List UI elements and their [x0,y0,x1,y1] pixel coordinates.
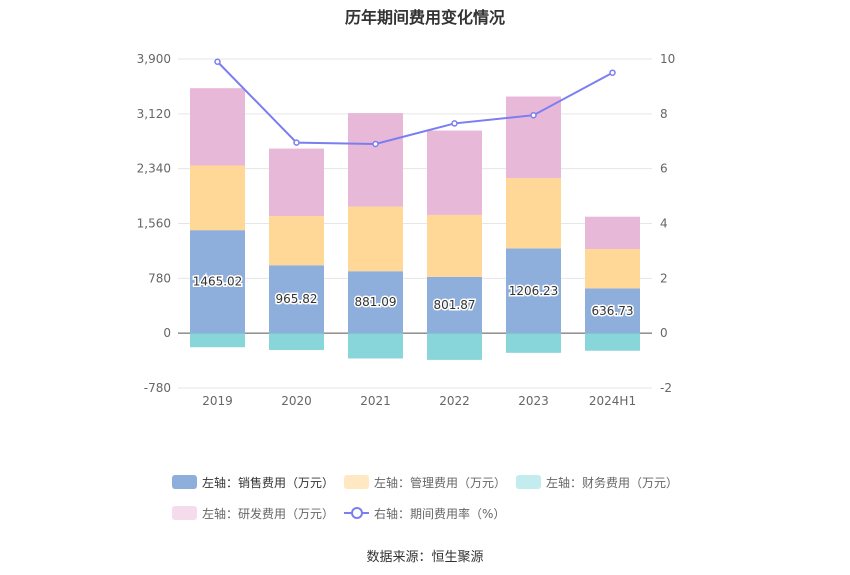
bar-data-label: 1465.02 [193,275,243,289]
y-left-tick-label: 2,340 [137,162,171,176]
rate-line [216,61,613,145]
y-left-tick-label: 0 [163,326,171,340]
bar-rnd [348,113,403,207]
bar-rnd [269,148,324,217]
bar-data-label: 801.87 [434,298,476,312]
y-left-tick-label: 780 [148,271,171,285]
legend-swatch-rnd [172,506,197,520]
bar-finance [348,333,403,359]
legend-item-sales[interactable]: 左轴：销售费用（万元） [172,474,344,491]
bar-finance [585,333,640,351]
legend-swatch-admin [344,475,369,489]
y-left-tick-label: 1,560 [137,217,171,231]
chart-title: 历年期间费用变化情况 [344,8,505,27]
x-tick-label: 2022 [439,394,470,408]
y-left-tick-label: -780 [144,381,171,395]
legend-swatch-sales [172,475,197,489]
x-tick-label: 2020 [281,394,312,408]
legend-label-rnd: 左轴：研发费用（万元） [202,506,335,521]
bar-finance [269,333,324,351]
data-source: 数据来源：恒生聚源 [366,550,484,565]
y-left-tick-label: 3,900 [137,52,171,66]
y-right-tick-label: 10 [660,52,675,66]
bar-sales [585,288,640,334]
bar-rnd [190,88,245,166]
bar-admin [348,206,403,272]
bar-rnd [427,130,482,215]
legend-item-finance[interactable]: 左轴：财务费用（万元） [516,474,688,491]
y-right-tick-label: 0 [660,326,668,340]
legend-label-admin: 左轴：管理费用（万元） [374,475,507,490]
legend-item-admin[interactable]: 左轴：管理费用（万元） [344,474,516,491]
y-right-tick-label: 4 [660,217,668,231]
bar-data-label: 1206.23 [509,284,559,298]
x-tick-label: 2021 [360,394,391,408]
legend-item-rnd[interactable]: 左轴：研发费用（万元） [172,505,344,522]
bar-data-label: 636.73 [592,304,634,318]
rate-point [372,140,379,148]
legend-label-finance: 左轴：财务费用（万元） [546,475,679,490]
y-right-tick-label: 2 [660,271,668,285]
rate-point [214,58,221,65]
bar-sales [190,230,245,334]
rate-point [530,111,537,119]
y-left-tick-label: 3,120 [137,107,171,121]
bar-admin [427,214,482,277]
x-tick-label: 2024H1 [589,394,636,408]
legend-swatch-rate [344,506,369,520]
bar-data-label: 881.09 [355,295,397,309]
bar-finance [190,333,245,348]
legend-item-rate[interactable]: 右轴：期间费用率（%） [344,505,516,522]
bar-rnd [506,96,561,179]
x-tick-label: 2019 [202,394,233,408]
legend-label-rate: 右轴：期间费用率（%） [374,506,506,521]
y-right-tick-label: 8 [660,107,668,121]
bar-admin [506,178,561,249]
rate-point [451,120,458,127]
x-tick-label: 2023 [518,394,549,408]
rate-point [609,69,616,76]
legend: 左轴：销售费用（万元） 左轴：管理费用（万元） 左轴：财务费用（万元） 左轴：研… [172,471,712,533]
bar-sales [269,265,324,334]
bar-sales [427,276,482,334]
legend-swatch-finance [516,475,541,489]
bar-admin [585,249,640,289]
bar-finance [427,333,482,360]
bar-data-label: 965.82 [276,292,318,306]
bar-rnd [585,216,640,250]
bar-admin [269,216,324,266]
legend-label-sales: 左轴：销售费用（万元） [202,475,335,490]
y-right-tick-label: -2 [660,381,672,395]
y-right-tick-label: 6 [660,162,668,176]
bar-admin [190,165,245,231]
rate-point [293,139,300,146]
bar-sales [506,248,561,334]
bar-sales [348,271,403,334]
bar-finance [506,333,561,353]
